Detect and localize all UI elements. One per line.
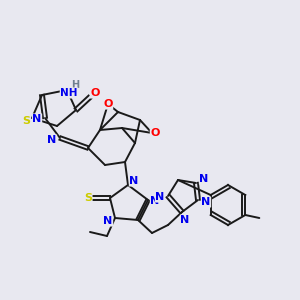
Text: N: N — [47, 135, 57, 145]
Text: S: S — [84, 193, 92, 203]
Text: O: O — [150, 128, 160, 138]
Text: N: N — [180, 215, 190, 225]
Text: N: N — [32, 114, 42, 124]
Text: N: N — [201, 197, 211, 207]
Text: N: N — [150, 196, 160, 206]
Text: N: N — [200, 174, 208, 184]
Text: NH: NH — [60, 88, 78, 98]
Text: N: N — [155, 192, 165, 202]
Text: N: N — [103, 216, 112, 226]
Text: N: N — [129, 176, 139, 186]
Text: H: H — [71, 80, 79, 90]
Text: O: O — [90, 88, 100, 98]
Text: S: S — [22, 116, 30, 126]
Text: O: O — [103, 99, 113, 109]
